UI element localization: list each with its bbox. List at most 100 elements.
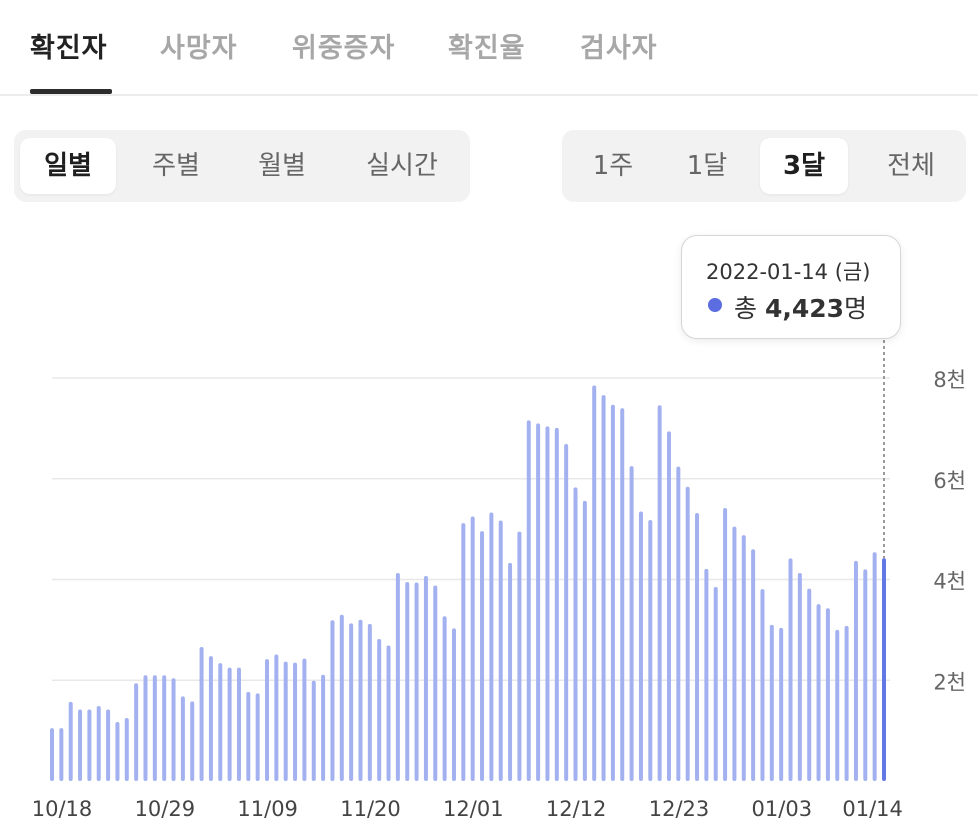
chart-bar: [863, 569, 868, 781]
chart-bar: [115, 722, 120, 781]
chart-bar: [283, 661, 288, 781]
chart-bar: [68, 701, 73, 781]
chart-bar: [236, 667, 241, 781]
period-daily-button[interactable]: 일별: [20, 138, 116, 194]
chart-bar: [601, 395, 606, 781]
chart-bar: [545, 426, 550, 781]
range-1month-button[interactable]: 1달: [686, 151, 728, 181]
range-selector: 1주 1달 3달 전체: [562, 130, 966, 202]
chart-bar: [377, 638, 382, 781]
chart-bar: [78, 709, 83, 781]
chart-bar: [199, 647, 204, 781]
chart-bar: [339, 614, 344, 781]
chart-bar: [825, 608, 830, 781]
chart-bar: [648, 520, 653, 781]
tab-tested[interactable]: 검사자: [580, 33, 658, 64]
chart-bar: [816, 604, 821, 781]
chart-bar: [882, 558, 886, 781]
active-tab-indicator: [30, 89, 112, 94]
x-tick-label: 01/14: [842, 797, 903, 821]
chart-bar: [723, 507, 728, 781]
x-tick-label: 10/18: [32, 797, 93, 821]
y-tick-label: 2천: [933, 670, 966, 694]
tab-confirmed[interactable]: 확진자: [30, 33, 108, 64]
chart-bar: [526, 420, 531, 781]
chart-bar: [274, 654, 279, 781]
chart-bar: [564, 443, 569, 781]
chart-bar: [536, 423, 541, 781]
chart-bar: [788, 558, 793, 781]
tab-critical[interactable]: 위중증자: [292, 33, 396, 64]
chart-bar: [50, 728, 54, 781]
tooltip-prefix: 총: [734, 294, 758, 323]
chart-bar: [208, 656, 213, 781]
chart-bar: [302, 658, 307, 781]
chart-bar: [517, 531, 522, 781]
period-realtime-button[interactable]: 실시간: [366, 151, 438, 181]
chart-bar: [704, 568, 709, 781]
chart-bar: [508, 562, 513, 781]
chart-bar: [265, 659, 270, 781]
series-dot-icon: [708, 298, 722, 312]
x-tick-label: 12/12: [546, 797, 607, 821]
chart-bar: [676, 466, 681, 781]
chart-bar: [433, 585, 438, 781]
range-all-button[interactable]: 전체: [887, 151, 935, 181]
x-tick-label: 12/01: [443, 797, 504, 821]
y-tick-label: 6천: [933, 469, 966, 493]
top-tab-bar: 확진자 사망자 위중증자 확진율 검사자: [0, 0, 978, 96]
daily-cases-bar-chart: 2천 4천 6천 8천 10/18 10/29 11/09 11/20 12/01 12/12 12…: [32, 340, 966, 821]
chart-bar: [395, 572, 400, 781]
chart-bar: [657, 405, 662, 781]
chart-bar: [769, 624, 774, 781]
y-tick-label: 8천: [933, 368, 966, 392]
chart-bar: [386, 645, 391, 781]
chart-bar: [461, 523, 466, 781]
tooltip-date: 2022-01-14 (금): [706, 260, 871, 284]
chart-bar: [638, 511, 643, 781]
tab-positive-rate[interactable]: 확진율: [448, 33, 526, 64]
period-monthly-button[interactable]: 월별: [258, 151, 306, 181]
chart-bar: [106, 709, 111, 781]
chart-bar: [358, 619, 363, 781]
chart-bar: [180, 696, 185, 781]
chart-bar: [227, 667, 232, 781]
chart-bar: [367, 623, 372, 781]
chart-bar: [124, 718, 129, 781]
chart-bar: [311, 680, 316, 781]
y-tick-label: 4천: [933, 570, 966, 594]
range-1week-button[interactable]: 1주: [592, 151, 634, 181]
chart-bar: [152, 675, 157, 781]
chart-bar: [405, 582, 410, 781]
tooltip-unit: 명: [844, 294, 868, 323]
chart-bar: [171, 678, 176, 781]
tooltip-value: 4,423: [764, 294, 845, 323]
chart-bar: [629, 466, 634, 781]
chart-bar: [685, 486, 690, 781]
chart-bar: [480, 531, 485, 781]
chart-bar: [713, 587, 718, 781]
chart-bar: [582, 500, 587, 781]
chart-bar: [853, 560, 858, 781]
chart-bar: [470, 516, 475, 781]
chart-bar: [218, 663, 223, 781]
chart-bar: [349, 623, 354, 781]
period-weekly-button[interactable]: 주별: [152, 151, 200, 181]
chart-bar: [807, 588, 812, 781]
x-tick-label: 10/29: [135, 797, 196, 821]
range-3month-button[interactable]: 3달: [760, 138, 848, 194]
x-tick-label: 12/23: [649, 797, 710, 821]
chart-bar: [414, 582, 419, 781]
tab-deaths[interactable]: 사망자: [160, 33, 238, 64]
chart-bar: [143, 675, 148, 781]
chart-bar: [741, 535, 746, 781]
chart-bar: [59, 728, 64, 781]
chart-bar: [451, 628, 456, 781]
period-selector: 일별 주별 월별 실시간: [14, 130, 470, 202]
chart-bar: [872, 552, 877, 781]
chart-bar: [162, 675, 167, 781]
chart-bar: [751, 549, 756, 781]
tooltip-total: 총 4,423명: [734, 289, 867, 325]
chart-bar: [666, 431, 671, 781]
chart-bar: [134, 683, 139, 781]
